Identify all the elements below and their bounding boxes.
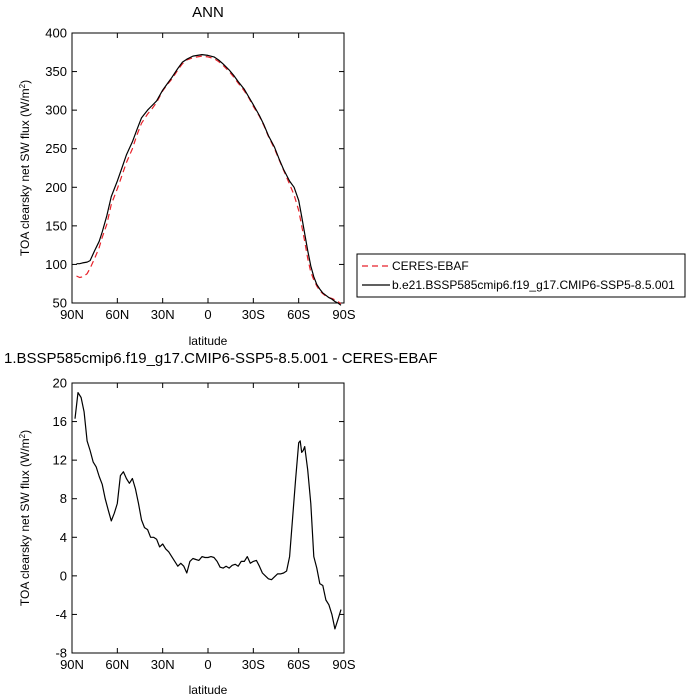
top-y-tick-label: 150 <box>45 218 67 233</box>
bottom-y-tick-label: 16 <box>53 414 67 429</box>
top-y-tick-label: 200 <box>45 180 67 195</box>
top-plot-frame <box>71 32 345 304</box>
top-y-tick-label: 50 <box>53 296 67 311</box>
top-series-line-1 <box>76 54 342 306</box>
bottom-y-tick-label: 0 <box>60 568 67 583</box>
bottom-x-tick-label: 30N <box>151 657 175 672</box>
bottom-x-tick-label: 30S <box>242 657 265 672</box>
top-x-tick-label: 90N <box>60 307 84 322</box>
top-x-axis-label: latitude <box>189 334 228 348</box>
bottom-y-tick-label: 12 <box>53 453 67 468</box>
bottom-x-tick-label: 90N <box>60 657 84 672</box>
bottom-panel: 1.BSSP585cmip6.f19_g17.CMIP6-SSP5-8.5.00… <box>4 350 438 697</box>
top-chart-title: ANN <box>192 4 224 21</box>
legend-frame <box>356 253 686 298</box>
top-x-tick-label: 30N <box>151 307 175 322</box>
top-y-tick-label: 250 <box>45 141 67 156</box>
bottom-x-tick-label: 90S <box>332 657 355 672</box>
top-y-tick-label: 300 <box>45 103 67 118</box>
bottom-ticks: 90N 60N 30N 0 30S 60S 90S -8 -4 0 4 8 12 16 20 <box>53 376 356 673</box>
top-ticks: 90N 60N 30N 0 30S 60S 90S 50 100 150 200 250 300 350 4… <box>45 26 356 323</box>
bottom-y-tick-label: -4 <box>55 607 67 622</box>
top-x-tick-label: 0 <box>204 307 211 322</box>
bottom-series-lines <box>74 392 342 630</box>
bottom-x-tick-label: 60S <box>287 657 310 672</box>
bottom-y-axis-label: TOA clearsky net SW flux (W/m2) <box>18 430 33 606</box>
top-y-tick-label: 400 <box>45 26 67 41</box>
top-x-tick-label: 60N <box>105 307 129 322</box>
top-x-tick-label: 30S <box>242 307 265 322</box>
bottom-y-tick-label: -8 <box>55 646 67 661</box>
legend-label-ceres: CERES-EBAF <box>392 259 469 273</box>
top-x-tick-label: 60S <box>287 307 310 322</box>
bottom-x-tick-label: 0 <box>204 657 211 672</box>
top-series-line-0 <box>76 55 342 305</box>
top-x-tick-label: 90S <box>332 307 355 322</box>
top-y-tick-label: 100 <box>45 257 67 272</box>
top-y-axis-label: TOA clearsky net SW flux (W/m2) <box>18 80 33 256</box>
bottom-y-tick-label: 8 <box>60 491 67 506</box>
legend: CERES-EBAF b.e21.BSSP585cmip6.f19_g17.CM… <box>356 253 686 298</box>
bottom-series-line-0 <box>74 392 342 630</box>
top-y-tick-label: 350 <box>45 64 67 79</box>
bottom-y-tick-label: 4 <box>60 530 67 545</box>
top-panel: ANN 90N 60N 30N 0 30S 60S 90S 50 100 150 200 250 300… <box>18 4 356 348</box>
legend-label-model: b.e21.BSSP585cmip6.f19_g17.CMIP6-SSP5-8.… <box>392 278 675 292</box>
bottom-y-tick-label: 20 <box>53 376 67 391</box>
bottom-x-tick-label: 60N <box>105 657 129 672</box>
top-series-lines <box>76 54 342 306</box>
bottom-x-axis-label: latitude <box>189 683 228 697</box>
bottom-chart-title: 1.BSSP585cmip6.f19_g17.CMIP6-SSP5-8.5.00… <box>4 350 438 367</box>
